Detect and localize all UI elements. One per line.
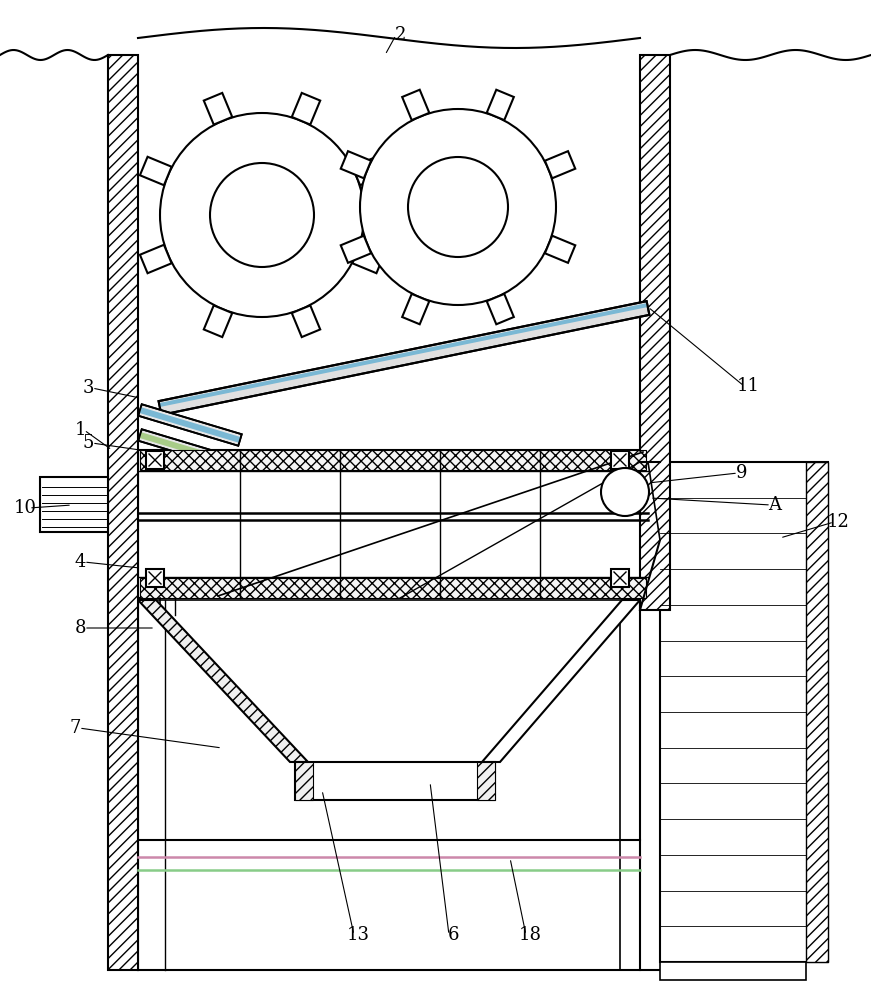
Polygon shape bbox=[138, 429, 242, 471]
Text: 8: 8 bbox=[74, 619, 85, 637]
Polygon shape bbox=[108, 55, 138, 970]
Circle shape bbox=[601, 468, 649, 516]
Bar bbox=[660, 962, 806, 980]
Polygon shape bbox=[487, 90, 514, 120]
Bar bbox=[140, 578, 646, 598]
Polygon shape bbox=[138, 600, 308, 762]
Polygon shape bbox=[341, 236, 371, 263]
Polygon shape bbox=[159, 301, 650, 415]
Polygon shape bbox=[159, 303, 648, 407]
Polygon shape bbox=[292, 305, 321, 337]
Polygon shape bbox=[482, 600, 640, 762]
Text: 11: 11 bbox=[737, 377, 760, 395]
Circle shape bbox=[210, 163, 314, 267]
Polygon shape bbox=[487, 294, 514, 324]
Text: 2: 2 bbox=[395, 26, 406, 44]
Polygon shape bbox=[545, 236, 575, 263]
Bar bbox=[611, 451, 629, 469]
Polygon shape bbox=[140, 157, 172, 185]
Text: 12: 12 bbox=[827, 513, 849, 531]
Bar bbox=[146, 569, 164, 587]
Bar bbox=[477, 762, 495, 800]
Polygon shape bbox=[140, 245, 172, 273]
Bar bbox=[138, 450, 648, 598]
Text: 7: 7 bbox=[70, 719, 81, 737]
Text: 18: 18 bbox=[518, 926, 542, 944]
Polygon shape bbox=[402, 294, 429, 324]
Polygon shape bbox=[139, 432, 241, 468]
Polygon shape bbox=[545, 151, 575, 178]
Circle shape bbox=[160, 113, 364, 317]
Text: 1: 1 bbox=[74, 421, 85, 439]
Text: 6: 6 bbox=[447, 926, 459, 944]
Text: 3: 3 bbox=[82, 379, 94, 397]
Polygon shape bbox=[292, 93, 321, 125]
Circle shape bbox=[360, 109, 556, 305]
Polygon shape bbox=[640, 55, 670, 610]
Text: A: A bbox=[768, 496, 781, 514]
Bar bbox=[295, 762, 495, 800]
Circle shape bbox=[408, 157, 508, 257]
Bar bbox=[146, 451, 164, 469]
Polygon shape bbox=[204, 93, 233, 125]
Polygon shape bbox=[341, 151, 371, 178]
Polygon shape bbox=[139, 407, 241, 443]
Text: 13: 13 bbox=[347, 926, 369, 944]
Bar bbox=[660, 462, 828, 962]
Bar bbox=[140, 450, 646, 470]
Bar bbox=[40, 477, 108, 532]
Polygon shape bbox=[204, 305, 233, 337]
Bar bbox=[611, 569, 629, 587]
Polygon shape bbox=[138, 404, 242, 446]
Text: 5: 5 bbox=[83, 434, 94, 452]
Text: 4: 4 bbox=[74, 553, 85, 571]
Text: 9: 9 bbox=[736, 464, 747, 482]
Text: 10: 10 bbox=[13, 499, 37, 517]
Polygon shape bbox=[402, 90, 429, 120]
Bar bbox=[806, 462, 828, 962]
Polygon shape bbox=[353, 245, 384, 273]
Polygon shape bbox=[353, 157, 384, 185]
Polygon shape bbox=[157, 307, 648, 408]
Bar bbox=[295, 762, 313, 800]
